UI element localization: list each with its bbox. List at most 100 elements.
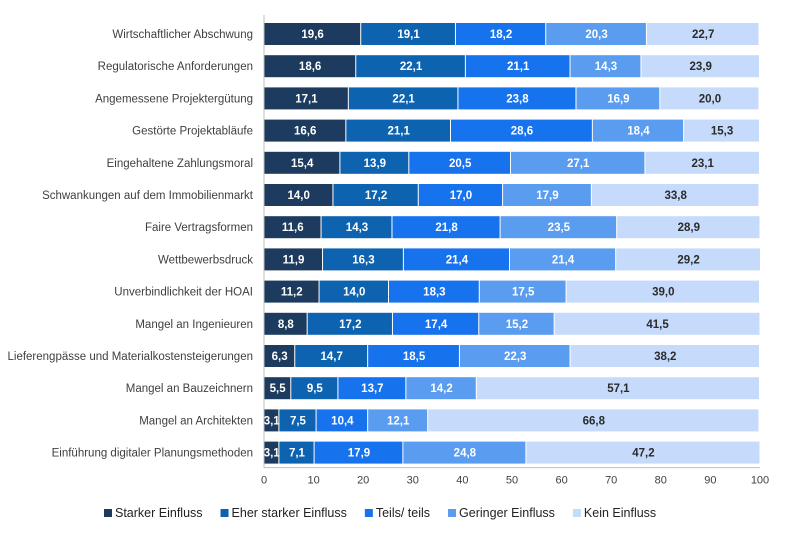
data-label: 12,1 xyxy=(387,415,410,427)
x-tick-label: 70 xyxy=(605,475,617,487)
legend-label: Teils/ teils xyxy=(376,506,430,520)
value-labels: 19,6 19,1 18,2 20,3 22,7 18,6 22,1 21,1 14,3 23,9… xyxy=(264,29,734,460)
data-label: 9,5 xyxy=(307,383,324,395)
legend-swatch xyxy=(364,509,373,517)
x-tick-label: 0 xyxy=(261,475,267,487)
data-label: 11,9 xyxy=(283,254,305,266)
data-label: 17,2 xyxy=(339,319,361,331)
bar-segment xyxy=(321,216,392,239)
data-label: 18,5 xyxy=(403,351,426,363)
legend-label: Kein Einfluss xyxy=(584,506,656,520)
bar-segment xyxy=(361,23,455,45)
data-label: 14,3 xyxy=(595,61,617,73)
data-label: 20,3 xyxy=(585,29,607,41)
data-label: 14,0 xyxy=(343,287,365,299)
data-label: 15,2 xyxy=(506,319,528,331)
data-label: 23,5 xyxy=(548,222,571,234)
bar-segment xyxy=(617,216,760,239)
bar-segment xyxy=(591,184,759,206)
bar-segment xyxy=(526,441,760,464)
bar-segment xyxy=(403,248,510,271)
data-label: 13,9 xyxy=(364,158,386,170)
data-label: 57,1 xyxy=(607,383,630,395)
x-tick-label: 10 xyxy=(307,475,319,487)
data-label: 6,3 xyxy=(272,351,288,363)
data-label: 28,9 xyxy=(678,222,700,234)
bar-segment xyxy=(264,280,319,303)
x-tick-label: 40 xyxy=(456,475,468,487)
bar-segment xyxy=(264,409,279,432)
bar-segment xyxy=(479,312,554,335)
bar-segment xyxy=(570,345,759,367)
bar-segment xyxy=(264,119,346,142)
data-label: 22,3 xyxy=(504,351,526,363)
bar-segment xyxy=(264,441,279,464)
data-label: 14,2 xyxy=(430,383,452,395)
bar-segment xyxy=(340,151,409,174)
bar-segment xyxy=(346,119,450,142)
data-label: 3,1 xyxy=(264,448,281,460)
data-label: 7,5 xyxy=(290,415,307,427)
bar-segment xyxy=(264,151,340,174)
x-tick-label: 60 xyxy=(555,475,567,487)
bar-segment xyxy=(264,55,356,78)
bar-segment xyxy=(319,280,388,303)
data-label: 38,2 xyxy=(654,351,676,363)
category-label: Mangel an Ingenieuren xyxy=(135,319,253,331)
legend-label: Eher starker Einfluss xyxy=(232,506,347,520)
bar-segment xyxy=(511,151,645,174)
bar-segment xyxy=(368,409,428,432)
legend-swatch xyxy=(448,509,457,517)
bar-segment xyxy=(450,119,592,142)
data-label: 23,1 xyxy=(692,158,715,170)
category-label: Lieferengpässe und Materialkostensteiger… xyxy=(8,351,254,363)
bar-segment xyxy=(264,312,307,335)
bar-segment xyxy=(418,184,503,206)
bar-segment xyxy=(264,345,295,367)
bar-segment xyxy=(295,345,368,367)
data-label: 41,5 xyxy=(646,319,669,331)
data-label: 19,1 xyxy=(397,29,420,41)
data-label: 21,4 xyxy=(552,254,575,266)
category-label: Regulatorische Anforderungen xyxy=(98,61,253,73)
bar-segment xyxy=(392,312,479,335)
bar-segment xyxy=(406,377,476,400)
data-label: 18,3 xyxy=(423,287,445,299)
bar-segment xyxy=(684,119,759,142)
bar-segment xyxy=(566,280,759,303)
data-label: 22,1 xyxy=(392,93,415,105)
data-label: 14,0 xyxy=(288,190,310,202)
category-label: Mangel an Architekten xyxy=(139,415,253,427)
data-label: 17,0 xyxy=(450,190,472,202)
data-label: 21,1 xyxy=(387,126,410,138)
bar-segment xyxy=(279,441,314,464)
data-label: 19,6 xyxy=(301,29,323,41)
legend-swatch xyxy=(572,509,581,517)
category-label: Gestörte Projektabläufe xyxy=(132,126,253,138)
bar-segment xyxy=(479,280,566,303)
data-label: 17,4 xyxy=(425,319,448,331)
bar-segment xyxy=(403,441,526,464)
bar-segment xyxy=(264,87,348,110)
category-label: Wettbewerbsdruck xyxy=(158,254,253,266)
data-label: 8,8 xyxy=(278,319,295,331)
bar-segment xyxy=(455,23,546,45)
bar-segment xyxy=(279,409,316,432)
bar-segment xyxy=(356,55,465,78)
category-label: Mangel an Bauzeichnern xyxy=(126,383,253,395)
data-label: 23,8 xyxy=(506,93,529,105)
data-label: 15,4 xyxy=(291,158,314,170)
x-axis: 0 10 20 30 40 50 60 70 80 90 100 xyxy=(261,15,769,487)
category-label: Unverbindlichkeit der HOAI xyxy=(114,287,253,299)
legend-swatch xyxy=(104,509,112,517)
bar-segment xyxy=(570,55,641,78)
bar-segment xyxy=(465,55,570,78)
bar-segment xyxy=(645,151,759,174)
data-label: 16,6 xyxy=(294,126,316,138)
bar-segment xyxy=(316,409,368,432)
bar-segment xyxy=(348,87,458,110)
bar-segment xyxy=(264,248,323,271)
data-label: 11,6 xyxy=(282,222,304,234)
data-label: 66,8 xyxy=(583,415,606,427)
data-label: 23,9 xyxy=(690,61,712,73)
